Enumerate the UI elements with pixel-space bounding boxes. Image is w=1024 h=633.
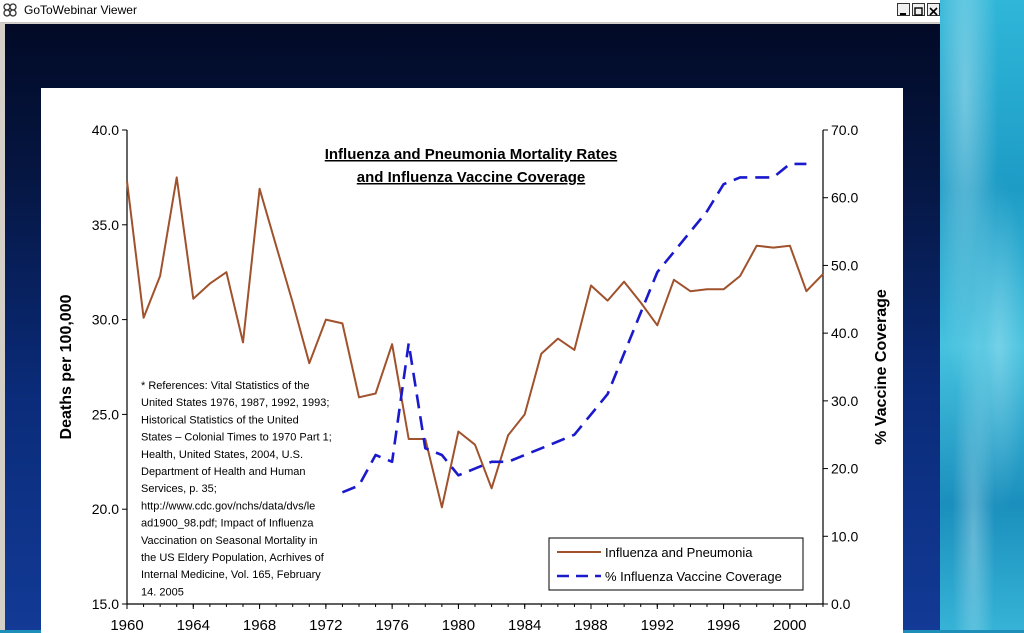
- y-tick-label: 35.0: [92, 217, 119, 233]
- y2-tick-label: 0.0: [831, 596, 851, 612]
- maximize-icon: [914, 7, 923, 16]
- x-tick-label: 1960: [110, 617, 143, 633]
- reference-line: United States 1976, 1987, 1992, 1993;: [141, 397, 329, 409]
- x-tick-label: 1968: [243, 617, 276, 633]
- webinar-screen-area: 15.0 20.0 25.0 30.0 35.0 40.0 0.0 10.0 20.0 30.0 4…: [5, 24, 940, 633]
- reference-line: States – Colonial Times to 1970 Part 1;: [141, 432, 332, 444]
- minimize-button[interactable]: [897, 3, 910, 16]
- chart-title-line: and Influenza Vaccine Coverage: [357, 169, 585, 186]
- y2-axis-title: % Vaccine Coverage: [873, 289, 890, 445]
- window-title: GoToWebinar Viewer: [24, 3, 137, 17]
- close-icon: [929, 7, 938, 16]
- y2-tick-label: 30.0: [831, 393, 858, 409]
- reference-line: Health, United States, 2004, U.S.: [141, 449, 303, 461]
- reference-line: ad1900_98.pdf; Impact of Influenza: [141, 518, 314, 530]
- reference-line: * References: Vital Statistics of the: [141, 380, 310, 392]
- gotowebinar-icon[interactable]: [2, 2, 18, 18]
- y-tick-label: 40.0: [92, 122, 119, 138]
- y2-tick-label: 50.0: [831, 257, 858, 273]
- reference-line: Internal Medicine, Vol. 165, February: [141, 569, 321, 581]
- chart-title-line: Influenza and Pneumonia Mortality Rates: [325, 146, 618, 163]
- minimize-icon: [900, 13, 906, 15]
- legend-vaccine-label: % Influenza Vaccine Coverage: [605, 569, 782, 584]
- x-tick-label: 1964: [177, 617, 210, 633]
- y2-tick-label: 10.0: [831, 528, 858, 544]
- y-tick-label: 25.0: [92, 406, 119, 422]
- close-button[interactable]: [927, 3, 940, 16]
- y2-tick-label: 70.0: [831, 122, 858, 138]
- y2-tick-label: 40.0: [831, 325, 858, 341]
- x-tick-label: 1992: [641, 617, 674, 633]
- reference-line: Historical Statistics of the United: [141, 414, 299, 426]
- y-tick-label: 30.0: [92, 312, 119, 328]
- x-tick-label: 1972: [309, 617, 342, 633]
- x-tick-label: 1980: [442, 617, 475, 633]
- y-tick-label: 20.0: [92, 501, 119, 517]
- x-tick-label: 1988: [574, 617, 607, 633]
- vaccine-series-line: [341, 162, 807, 494]
- reference-line: 14. 2005: [141, 586, 184, 598]
- y-axis-title: Deaths per 100,000: [58, 294, 75, 439]
- x-tick-label: 1976: [375, 617, 408, 633]
- app-window: GoToWebinar Viewer 15.0 20.0 25.0 30.0 35.0 4…: [0, 0, 943, 633]
- reference-line: Services, p. 35;: [141, 483, 217, 495]
- presentation-slide: 15.0 20.0 25.0 30.0 35.0 40.0 0.0 10.0 20.0 30.0 4…: [41, 88, 903, 633]
- y2-tick-label: 20.0: [831, 461, 858, 477]
- influenza-series-line: [126, 176, 824, 509]
- y2-tick-label: 60.0: [831, 190, 858, 206]
- reference-line: Department of Health and Human: [141, 466, 305, 478]
- reference-line: Vaccination on Seasonal Mortality in: [141, 535, 318, 547]
- legend-box: [548, 537, 804, 591]
- maximize-button[interactable]: [912, 3, 925, 16]
- title-bar[interactable]: GoToWebinar Viewer: [0, 0, 943, 23]
- x-tick-label: 1984: [508, 617, 541, 633]
- x-tick-label: 2000: [773, 617, 806, 633]
- desktop-background: [940, 0, 1024, 630]
- reference-line: http://www.cdc.gov/nchs/data/dvs/le: [141, 500, 315, 512]
- line-chart: 15.0 20.0 25.0 30.0 35.0 40.0 0.0 10.0 20.0 30.0 4…: [58, 122, 890, 633]
- x-tick-label: 1996: [707, 617, 740, 633]
- y-tick-label: 15.0: [92, 596, 119, 612]
- legend-influenza-label: Influenza and Pneumonia: [605, 545, 753, 560]
- reference-line: the US Eldery Population, Acrhives of: [141, 552, 325, 564]
